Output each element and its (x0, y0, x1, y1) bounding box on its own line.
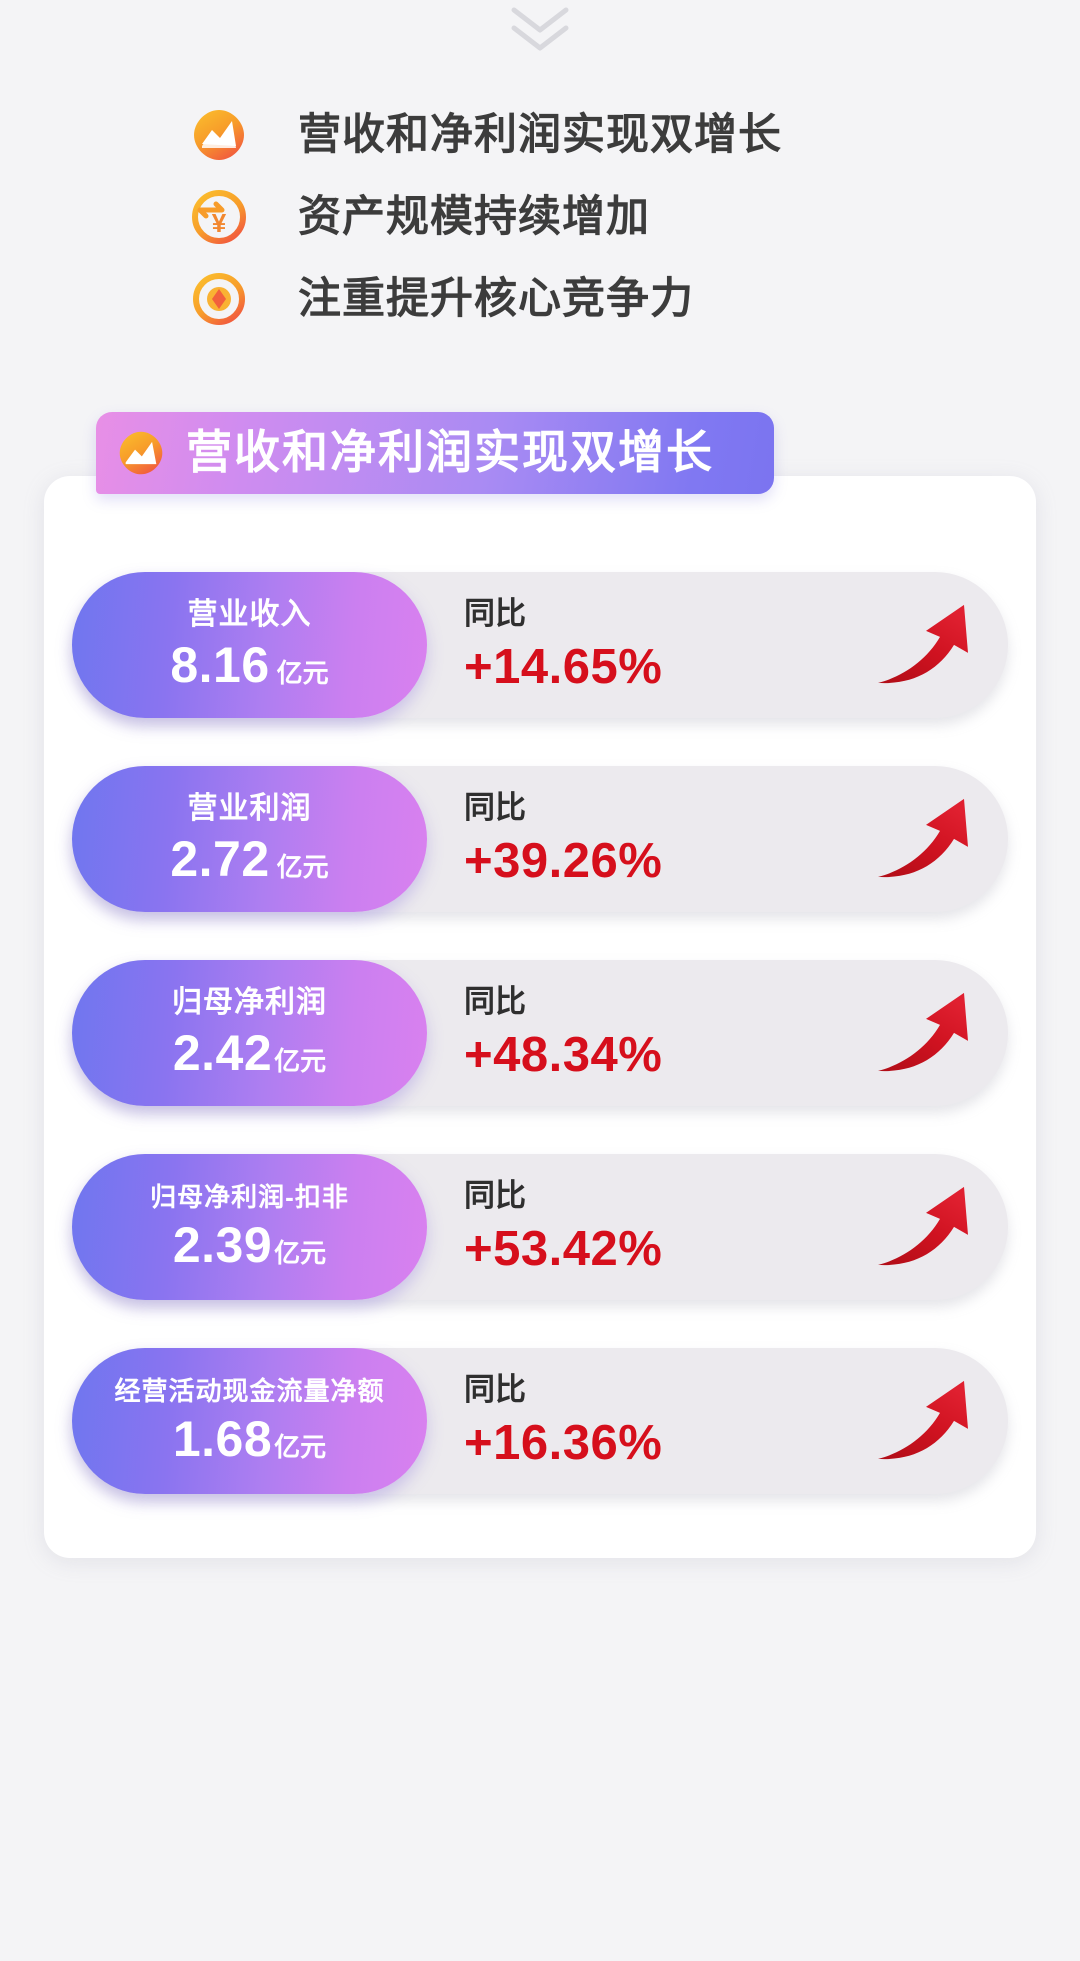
metric-value: 2.39 (172, 1217, 273, 1273)
metric-label: 经营活动现金流量净额 (114, 1376, 385, 1406)
metric-pill: 归母净利润-扣非 2.39 亿元 (72, 1154, 427, 1300)
metric-pill: 归母净利润 2.42 亿元 (72, 960, 427, 1106)
trend-up-arrow-red-icon (872, 785, 982, 889)
metric-yoy-group: 同比 +48.34% (464, 960, 662, 1106)
chart-up-orange-icon (192, 108, 246, 162)
revenue-profit-section: 营收和净利润实现双增长 营业收入 8.16 亿元 同比 +14.65% (44, 412, 1036, 1558)
metric-row: 经营活动现金流量净额 1.68 亿元 同比 +16.36% (72, 1348, 1008, 1494)
section-title: 营收和净利润实现双增长 (186, 427, 714, 478)
metric-yoy-label: 同比 (464, 790, 526, 825)
metric-pill: 营业利润 2.72 亿元 (72, 766, 427, 912)
highlight-list: 营收和净利润实现双增长 ¥ 资产规模持续增加 (0, 62, 1080, 340)
metric-yoy-group: 同比 +16.36% (464, 1348, 662, 1494)
metric-row: 归母净利润 2.42 亿元 同比 +48.34% (72, 960, 1008, 1106)
target-orange-icon (192, 272, 246, 326)
metric-yoy-label: 同比 (464, 984, 526, 1019)
metric-unit: 亿元 (276, 658, 329, 688)
metric-pill: 经营活动现金流量净额 1.68 亿元 (72, 1348, 427, 1494)
metric-unit: 亿元 (274, 1432, 327, 1462)
metric-yoy-label: 同比 (464, 1178, 526, 1213)
metric-value: 8.16 (170, 637, 270, 693)
metric-yoy-group: 同比 +39.26% (464, 766, 662, 912)
scroll-down-indicator (0, 0, 1080, 62)
metric-unit: 亿元 (274, 1046, 327, 1076)
metric-value: 1.68 (172, 1411, 273, 1467)
metric-row: 营业利润 2.72 亿元 同比 +39.26% (72, 766, 1008, 912)
metric-yoy-value: +39.26% (464, 834, 663, 888)
list-item-label: 资产规模持续增加 (298, 192, 650, 241)
trend-up-arrow-red-icon (872, 1173, 982, 1277)
metric-yoy-group: 同比 +14.65% (464, 572, 662, 718)
metric-label: 归母净利润-扣非 (150, 1182, 349, 1212)
list-item-label: 营收和净利润实现双增长 (298, 110, 782, 159)
metric-unit: 亿元 (274, 1238, 327, 1268)
chart-up-orange-icon (118, 430, 164, 476)
double-chevron-down-icon (511, 7, 569, 51)
list-item: 注重提升核心竞争力 (0, 258, 1080, 340)
metric-pill: 营业收入 8.16 亿元 (72, 572, 427, 718)
metric-unit: 亿元 (276, 852, 329, 882)
trend-up-arrow-red-icon (872, 1367, 982, 1471)
trend-up-arrow-red-icon (872, 979, 982, 1083)
metric-yoy-value: +14.65% (464, 640, 663, 694)
metric-value: 2.42 (172, 1025, 273, 1081)
trend-up-arrow-red-icon (872, 591, 982, 695)
metric-row: 营业收入 8.16 亿元 同比 +14.65% (72, 572, 1008, 718)
metric-yoy-label: 同比 (464, 596, 526, 631)
section-banner: 营收和净利润实现双增长 (96, 412, 774, 494)
metric-yoy-value: +53.42% (464, 1222, 663, 1276)
metric-yoy-value: +48.34% (464, 1028, 663, 1082)
metric-row: 归母净利润-扣非 2.39 亿元 同比 +53.42% (72, 1154, 1008, 1300)
metric-label: 营业利润 (187, 792, 312, 825)
list-item: 营收和净利润实现双增长 (0, 94, 1080, 176)
list-item-label: 注重提升核心竞争力 (298, 274, 694, 323)
metric-label: 归母净利润 (172, 986, 327, 1019)
metric-value: 2.72 (170, 831, 270, 887)
currency-exchange-orange-icon: ¥ (192, 190, 246, 244)
svg-text:¥: ¥ (212, 208, 227, 238)
metric-yoy-value: +16.36% (464, 1416, 663, 1470)
metric-label: 营业收入 (187, 598, 312, 631)
metrics-card: 营业收入 8.16 亿元 同比 +14.65% (44, 476, 1036, 1558)
list-item: ¥ 资产规模持续增加 (0, 176, 1080, 258)
metric-yoy-group: 同比 +53.42% (464, 1154, 662, 1300)
metric-yoy-label: 同比 (464, 1372, 526, 1407)
